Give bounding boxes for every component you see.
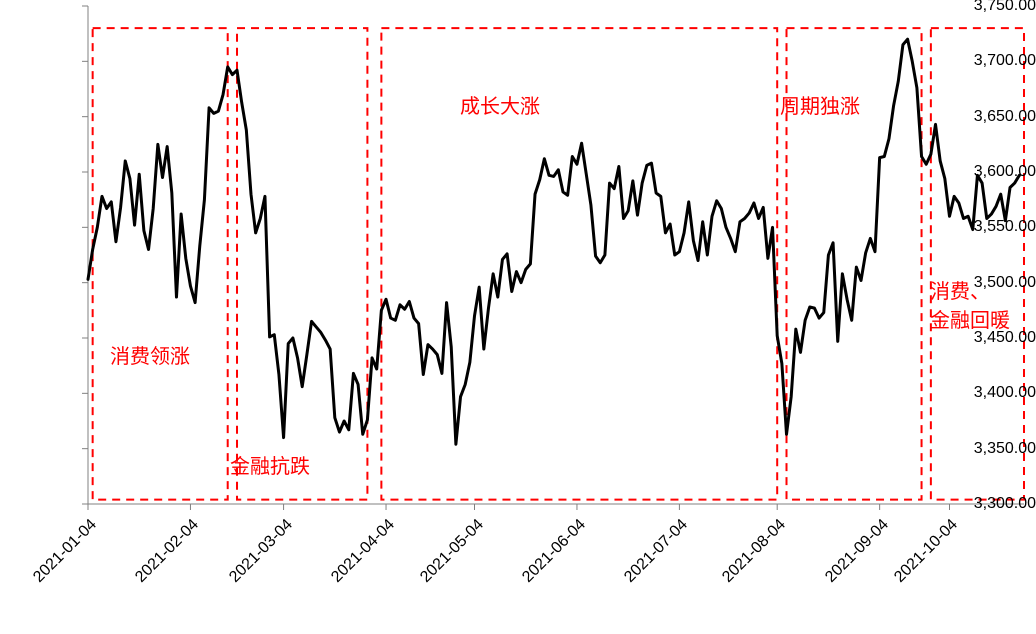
y-tick-label: 3,400.00 bbox=[958, 384, 1036, 402]
y-tick-label: 3,350.00 bbox=[958, 440, 1036, 458]
phase-label-phase5: 消费、金融回暖 bbox=[930, 275, 1010, 333]
phase-label-phase4: 周期独涨 bbox=[780, 90, 860, 119]
phase-label-phase1: 消费领涨 bbox=[110, 340, 190, 369]
phase-label-phase2: 金融抗跌 bbox=[230, 450, 310, 479]
y-tick-label: 3,750.00 bbox=[958, 0, 1036, 15]
y-tick-label: 3,650.00 bbox=[958, 108, 1036, 126]
y-tick-label: 3,550.00 bbox=[958, 218, 1036, 236]
y-tick-label: 3,300.00 bbox=[958, 495, 1036, 513]
phase-label-phase3: 成长大涨 bbox=[460, 90, 540, 119]
chart-container: 3,300.003,350.003,400.003,450.003,500.00… bbox=[0, 0, 1036, 634]
y-tick-label: 3,600.00 bbox=[958, 163, 1036, 181]
y-tick-label: 3,700.00 bbox=[958, 52, 1036, 70]
